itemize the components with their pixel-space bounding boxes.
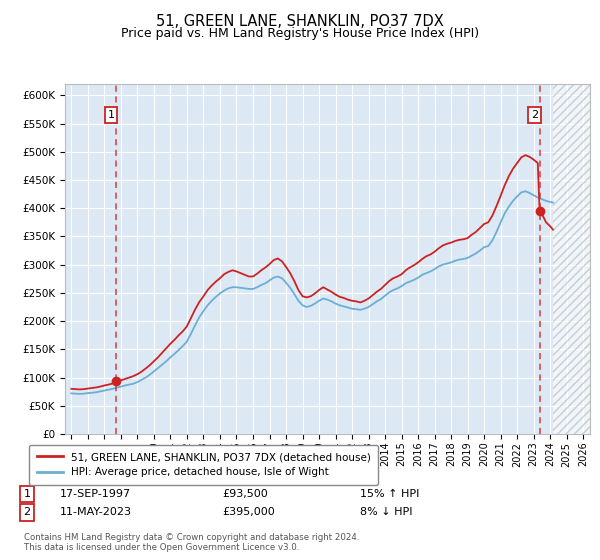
Text: Price paid vs. HM Land Registry's House Price Index (HPI): Price paid vs. HM Land Registry's House … — [121, 27, 479, 40]
Bar — [553, 84, 590, 434]
Text: Contains HM Land Registry data © Crown copyright and database right 2024.: Contains HM Land Registry data © Crown c… — [24, 533, 359, 542]
Text: 1: 1 — [107, 110, 115, 120]
Text: £395,000: £395,000 — [222, 507, 275, 517]
Text: 2: 2 — [23, 507, 31, 517]
Legend: 51, GREEN LANE, SHANKLIN, PO37 7DX (detached house), HPI: Average price, detache: 51, GREEN LANE, SHANKLIN, PO37 7DX (deta… — [29, 445, 378, 484]
Text: 2: 2 — [531, 110, 538, 120]
Text: 1: 1 — [23, 489, 31, 499]
Text: This data is licensed under the Open Government Licence v3.0.: This data is licensed under the Open Gov… — [24, 543, 299, 552]
Text: 11-MAY-2023: 11-MAY-2023 — [60, 507, 132, 517]
Text: 51, GREEN LANE, SHANKLIN, PO37 7DX: 51, GREEN LANE, SHANKLIN, PO37 7DX — [156, 14, 444, 29]
Text: 17-SEP-1997: 17-SEP-1997 — [60, 489, 131, 499]
Text: 8% ↓ HPI: 8% ↓ HPI — [360, 507, 413, 517]
Text: 15% ↑ HPI: 15% ↑ HPI — [360, 489, 419, 499]
Text: £93,500: £93,500 — [222, 489, 268, 499]
